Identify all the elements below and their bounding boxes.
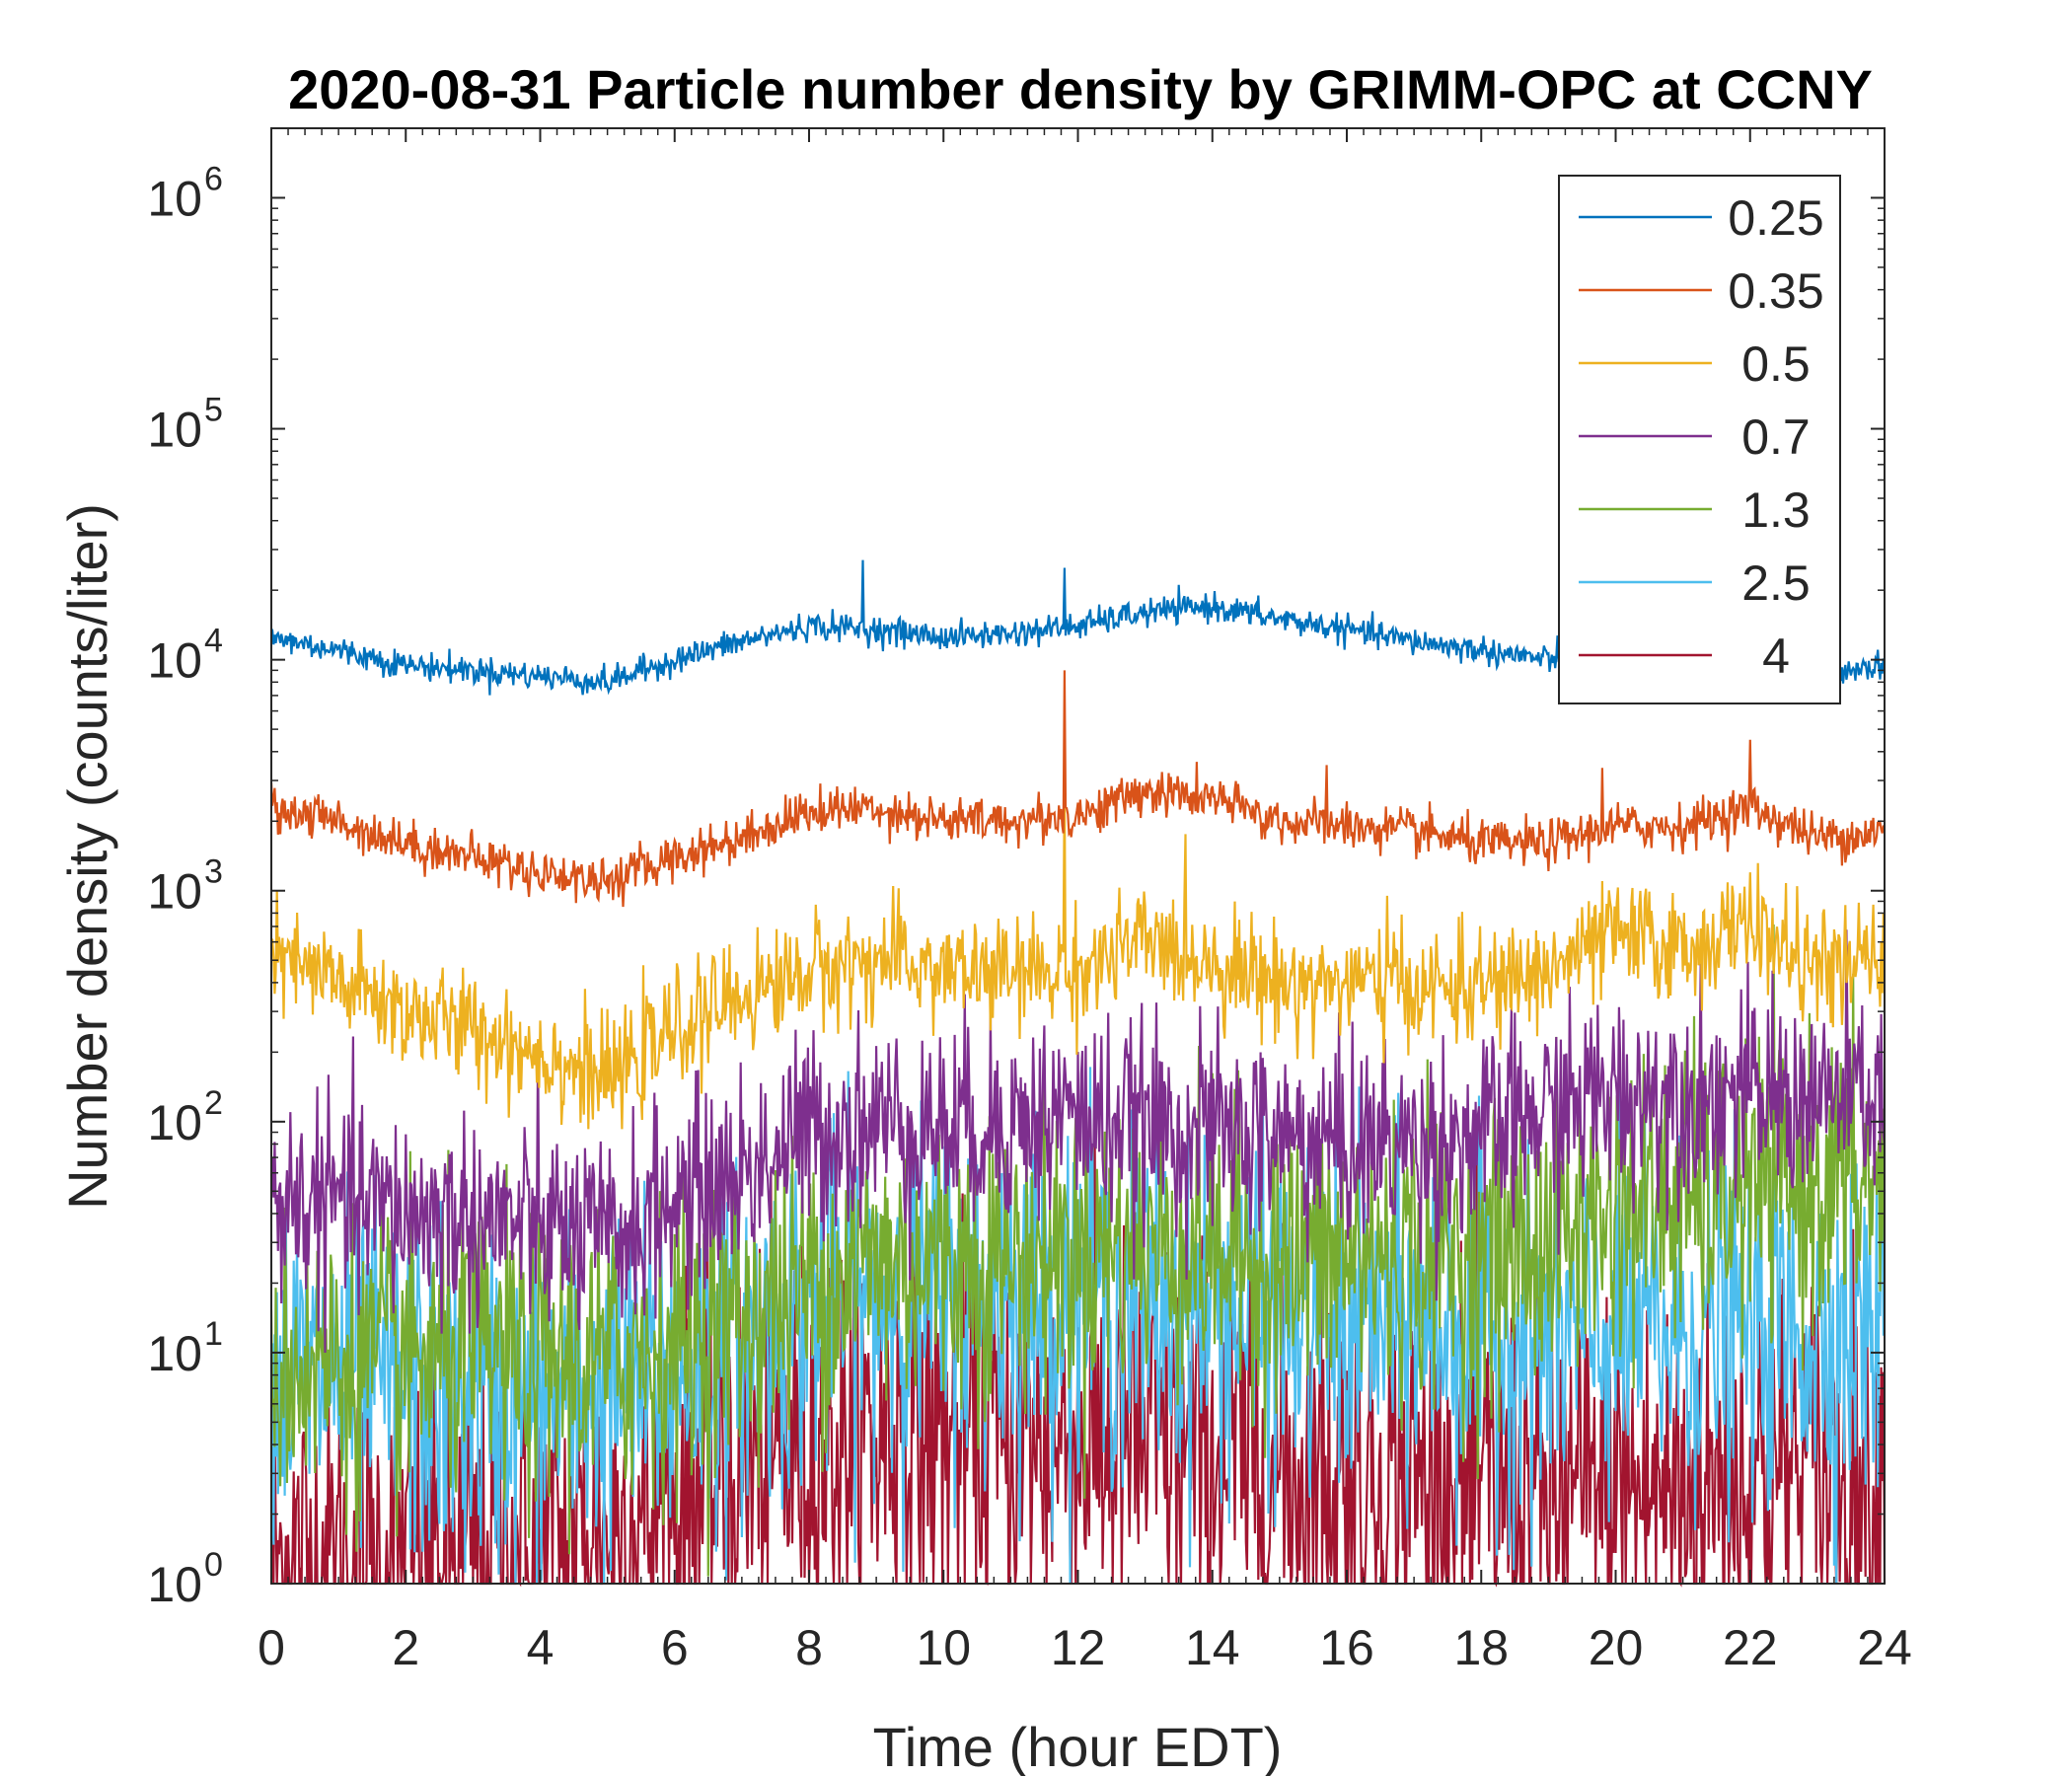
legend-label-4: 4 [1762,629,1790,684]
x-tick-label: 2 [392,1620,419,1675]
y-tick-label: 10 [147,403,202,458]
y-axis-label: Number density (counts/liter) [56,503,118,1210]
x-tick-label: 20 [1589,1620,1644,1675]
y-tick-label: 10 [147,1095,202,1150]
legend-box [1558,175,1841,704]
x-tick-label: 22 [1723,1620,1778,1675]
y-tick-exponent: 2 [204,1084,223,1122]
y-tick-exponent: 5 [204,392,223,429]
x-tick-label: 10 [916,1620,971,1675]
x-tick-label: 16 [1319,1620,1374,1675]
y-tick-exponent: 6 [204,160,223,197]
legend-label-2.5: 2.5 [1741,555,1811,611]
x-tick-label: 24 [1857,1620,1912,1675]
x-tick-label: 6 [661,1620,689,1675]
x-tick-label: 0 [258,1620,285,1675]
legend-label-0.25: 0.25 [1728,190,1823,246]
y-tick-exponent: 3 [204,853,223,891]
x-tick-label: 14 [1185,1620,1240,1675]
series-line-2.5 [269,1067,1887,1585]
x-axis-label: Time (hour EDT) [873,1716,1283,1776]
y-tick-label: 10 [147,633,202,689]
x-tick-label: 12 [1051,1620,1106,1675]
series-line-0.35 [269,670,1887,908]
y-tick-label: 10 [147,1557,202,1612]
legend-label-0.7: 0.7 [1741,409,1811,465]
legend: 0.25 0.35 0.5 0.7 1.3 2.5 4 [1558,175,1841,704]
x-tick-label: 8 [795,1620,823,1675]
series-line-1.3 [269,924,1887,1577]
y-tick-exponent: 4 [204,623,223,660]
series-layer [269,559,1887,1588]
y-tick-exponent: 1 [204,1315,223,1353]
legend-label-0.5: 0.5 [1741,336,1811,392]
y-tick-label: 10 [147,864,202,920]
series-line-0.5 [270,779,1887,1130]
chart-title: 2020-08-31 Particle number density by GR… [288,58,1873,120]
x-tick-label: 4 [527,1620,555,1675]
legend-label-0.35: 0.35 [1728,263,1823,319]
legend-label-1.3: 1.3 [1741,482,1811,538]
y-tick-label: 10 [147,171,202,226]
y-tick-label: 10 [147,1326,202,1381]
x-tick-label: 18 [1453,1620,1509,1675]
y-tick-exponent: 0 [204,1546,223,1584]
